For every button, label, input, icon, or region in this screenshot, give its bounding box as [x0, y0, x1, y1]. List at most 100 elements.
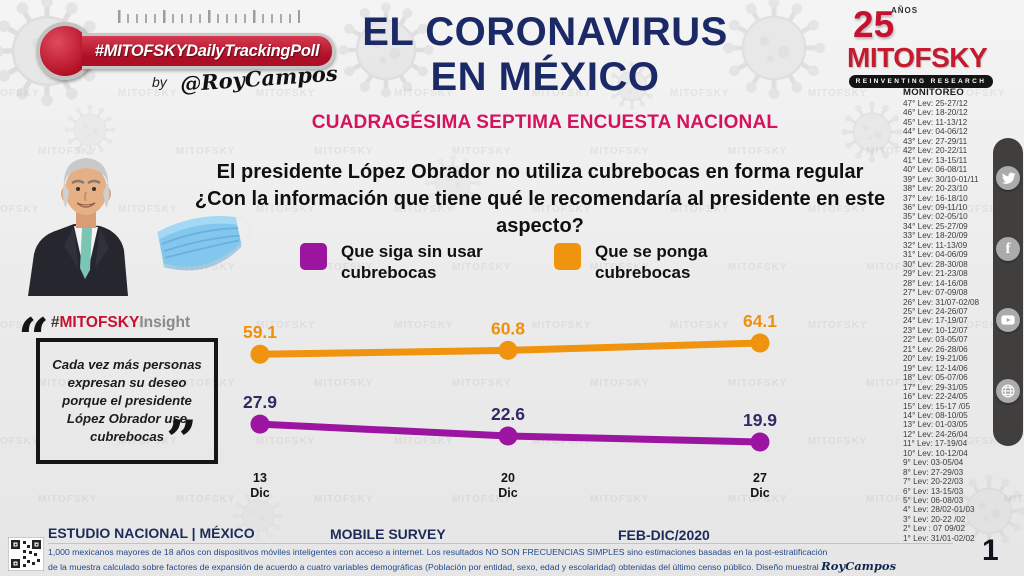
- monitoreo-item: 4° Lev: 28/02-01/03: [903, 505, 975, 515]
- footer-period: FEB-DIC/2020: [618, 527, 710, 543]
- monitoreo-item: 24° Lev: 17-19/07: [903, 316, 968, 326]
- monitoreo-title: MONITOREO: [903, 87, 965, 98]
- legend-label: Que siga sin usar cubrebocas: [341, 242, 483, 282]
- daily-tracking-badge: #MITOFSKYDailyTrackingPoll: [82, 33, 335, 69]
- data-point: [498, 426, 518, 446]
- monitoreo-item: 30° Lev: 28-30/08: [903, 259, 968, 269]
- monitoreo-item: 18° Lev: 05-07/06: [903, 373, 968, 383]
- monitoreo-item: 20° Lev: 19-21/06: [903, 354, 968, 364]
- monitoreo-item: 42° Lev: 20-22/11: [903, 146, 968, 156]
- qr-code: [8, 537, 44, 571]
- logo-years-label: AÑOS: [891, 6, 919, 15]
- badge-label: #MITOFSKYDailyTrackingPoll: [94, 41, 320, 60]
- monitoreo-item: 9° Lev: 03-05/04: [903, 458, 964, 468]
- insight-box: Cada vez más personas expresan su deseo …: [36, 338, 218, 464]
- data-point: [250, 414, 270, 434]
- open-quote-mark: “: [18, 306, 50, 370]
- footer-survey-type: MOBILE SURVEY: [330, 526, 446, 542]
- design-signature: RoyCampos: [821, 559, 897, 573]
- insight-title: #MITOFSKYInsight: [28, 314, 213, 332]
- monitoreo-item: 37° Lev: 16-18/10: [903, 193, 968, 203]
- question-line-1: El presidente López Obrador no utiliza c…: [216, 161, 864, 183]
- byline-by: by: [152, 74, 167, 90]
- monitoreo-item: 28° Lev: 14-16/08: [903, 278, 968, 288]
- monitoreo-item: 19° Lev: 12-14/06: [903, 363, 968, 373]
- monitoreo-item: 40° Lev: 06-08/11: [903, 165, 968, 175]
- monitoreo-item: 11° Lev: 17-19/04: [903, 439, 968, 449]
- monitoreo-item: 29° Lev: 21-23/08: [903, 269, 968, 279]
- monitoreo-item: 47° Lev: 25-27/12: [903, 99, 968, 108]
- monitoreo-item: 8° Lev: 27-29/03: [903, 467, 964, 477]
- monitoreo-item: 26° Lev: 31/07-02/08: [903, 297, 980, 307]
- monitoreo-item: 27° Lev: 07-09/08: [903, 288, 968, 298]
- monitoreo-item: 35° Lev: 02-05/10: [903, 212, 968, 222]
- methodology-note: 1,000 mexicanos mayores de 18 años con d…: [48, 543, 953, 574]
- monitoreo-item: 17° Lev: 29-31/05: [903, 382, 968, 392]
- monitoreo-item: 41° Lev: 13-15/11: [903, 155, 968, 165]
- monitoreo-item: 34° Lev: 25-27/09: [903, 221, 968, 231]
- monitoreo-item: 39° Lev: 30/10-01/11: [903, 174, 979, 184]
- page-number: 1: [982, 534, 999, 567]
- data-point: [750, 432, 770, 452]
- monitoreo-item: 43° Lev: 27-29/11: [903, 136, 968, 146]
- logo-25-years: 25: [853, 4, 895, 45]
- social-bar: f: [993, 138, 1023, 446]
- insight-brand: MITOFSKY: [59, 314, 140, 331]
- monitoreo-item: 31° Lev: 04-06/09: [903, 250, 968, 260]
- website-globe-icon[interactable]: [996, 379, 1020, 403]
- facebook-icon[interactable]: f: [996, 237, 1020, 261]
- monitoreo-list: 47° Lev: 25-27/12 46° Lev: 18-20/12 45° Le…: [903, 99, 995, 543]
- twitter-icon[interactable]: [996, 166, 1020, 190]
- logo-name: MITOFSKY: [847, 42, 988, 73]
- monitoreo-item: 15° Lev: 15-17 /05: [903, 401, 971, 411]
- monitoreo-item: 32° Lev: 11-13/09: [903, 240, 968, 250]
- monitoreo-item: 7° Lev: 20-22/03: [903, 477, 964, 487]
- data-point: [498, 340, 518, 360]
- legend: Que siga sin usar cubrebocas Que se ponga…: [300, 241, 760, 283]
- legend-swatch: [300, 243, 327, 270]
- legend-swatch: [554, 243, 581, 270]
- monitoreo-item: 44° Lev: 04-06/12: [903, 127, 968, 137]
- monitoreo-item: 21° Lev: 26-28/06: [903, 344, 968, 354]
- x-axis-label: 27: [753, 471, 767, 485]
- title-line-1: EL CORONAVIRUS: [362, 10, 728, 54]
- legend-label: Que se ponga cubrebocas: [595, 242, 708, 282]
- value-label: 60.8: [491, 318, 525, 338]
- monitoreo-item: 2° Lev : 07 09/02: [903, 524, 965, 534]
- thermometer-scale-ticks: [118, 10, 300, 23]
- insight-hash: #: [50, 314, 60, 331]
- footer-study: ESTUDIO NACIONAL | MÉXICO: [48, 525, 255, 541]
- title-line-2: EN MÉXICO: [430, 55, 660, 99]
- monitoreo-item: 46° Lev: 18-20/12: [903, 108, 968, 118]
- monitoreo-item: 16° Lev: 22-24/05: [903, 392, 968, 402]
- insight-suffix: Insight: [139, 314, 191, 331]
- monitoreo-item: 23° Lev: 10-12/07: [903, 325, 968, 335]
- monitoreo-item: 5° Lev: 06-08/03: [903, 496, 964, 506]
- value-label: 27.9: [243, 392, 277, 412]
- data-point: [250, 344, 270, 364]
- methodology-line-1: 1,000 mexicanos mayores de 18 años con d…: [48, 547, 828, 557]
- x-axis-unit: Dic: [498, 486, 518, 500]
- x-axis-label: 20: [501, 471, 515, 485]
- x-axis-unit: Dic: [250, 486, 270, 500]
- monitoreo-item: 10° Lev: 10-12/04: [903, 448, 968, 458]
- monitoreo-item: 33° Lev: 18-20/09: [903, 231, 968, 241]
- monitoreo-item: 22° Lev: 03-05/07: [903, 335, 968, 345]
- legend-item: Que siga sin usar cubrebocas: [300, 241, 506, 283]
- face-mask-graphic: [143, 216, 254, 271]
- question-line-2: ¿Con la información que tiene qué le rec…: [194, 188, 886, 237]
- monitoreo-item: 12° Lev: 24-26/04: [903, 429, 968, 439]
- value-label: 19.9: [743, 410, 777, 430]
- monitoreo-item: 38° Lev: 20-23/10: [903, 184, 968, 194]
- value-label: 64.1: [743, 311, 777, 331]
- methodology-line-2: de la muestra calculado sobre factores d…: [48, 559, 897, 573]
- youtube-icon[interactable]: [996, 308, 1020, 332]
- value-label: 22.6: [491, 404, 525, 424]
- monitoreo-item: 45° Lev: 11-13/12: [903, 117, 968, 127]
- monitoreo-item: 1° Lev: 31/01-02/02: [903, 533, 975, 543]
- close-quote-mark: ”: [166, 408, 198, 472]
- monitoreo-item: 36° Lev: 09-11/10: [903, 202, 968, 212]
- page-title: EL CORONAVIRUS EN MÉXICO: [325, 10, 765, 100]
- president-photo: [28, 158, 128, 296]
